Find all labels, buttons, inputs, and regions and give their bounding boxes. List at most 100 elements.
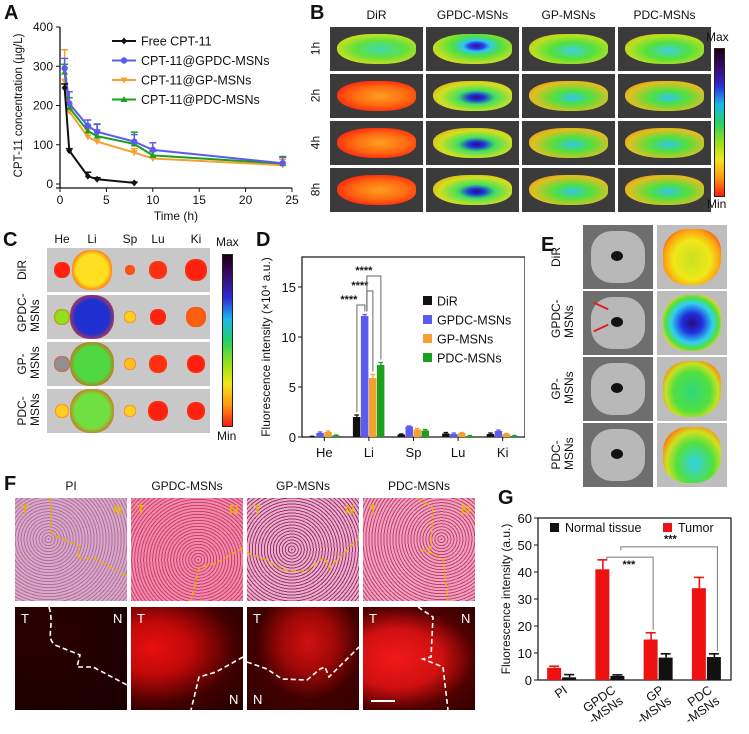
data-point [121, 37, 127, 45]
x-tick-label: PDC-MSNs [683, 683, 722, 727]
chart-g-tumor-fluorescence: 0 10 20 30 40 50 60 Fluorescence intensity (a.u… [499, 511, 732, 727]
row-label: 8h [308, 182, 323, 197]
data-point [131, 179, 138, 187]
significance-label: **** [351, 280, 369, 292]
bar [658, 657, 673, 680]
y-tick-label: 10 [518, 646, 532, 661]
data-point [65, 103, 73, 110]
panel-label-d: D [256, 229, 271, 251]
bar [397, 434, 405, 437]
panel-label-b: B [310, 2, 325, 24]
y-tick-label: 20 [518, 619, 532, 634]
column-header: GP-MSNs [541, 8, 596, 22]
legend-item: DiR [423, 295, 458, 309]
bar [332, 435, 340, 437]
row-label: PDC- MSNs [15, 393, 42, 426]
tumor-boundary [190, 656, 243, 710]
boundary-line [48, 498, 127, 577]
mouse-signal [625, 127, 704, 159]
bar [413, 429, 421, 437]
organ-signal [149, 355, 167, 373]
bar [643, 639, 658, 680]
row-label: 2h [308, 88, 323, 103]
y-tick-label: 15 [282, 280, 296, 295]
colorbar-max-label: Max [216, 235, 239, 249]
normal-label: N [113, 611, 123, 626]
fluorescence-signal [662, 426, 722, 484]
boundary-line [417, 498, 449, 601]
panel-label-e: E [541, 234, 555, 256]
legend-swatch [423, 296, 432, 305]
bar [324, 432, 332, 437]
boundary-line [190, 656, 243, 710]
significance-bracket: **** [355, 265, 382, 360]
data-point [84, 127, 92, 134]
bar [502, 434, 511, 437]
bar [376, 365, 385, 437]
colorbar [714, 48, 725, 197]
boundary-line [417, 607, 449, 710]
legend-label: GP-MSNs [437, 333, 493, 347]
bar [466, 436, 474, 437]
x-tick-label: Lu [451, 445, 465, 460]
tumor-boundary [247, 646, 359, 681]
data-point [93, 132, 101, 139]
x-tick-label: 20 [239, 193, 253, 207]
legend-label: CPT-11@PDC-MSNs [141, 93, 260, 107]
scale-bar [371, 700, 395, 702]
fluorescence-signal [662, 360, 722, 418]
bar [562, 677, 577, 680]
panel-label-g: G [498, 487, 514, 509]
y-tick-label: 0 [46, 177, 53, 191]
liver-fluorescence [657, 225, 727, 289]
series-cpt-11-gpdc-msns [61, 57, 287, 167]
panel-label-a: A [4, 2, 19, 24]
data-point [66, 100, 73, 107]
x-tick-label-line: PI [552, 683, 570, 701]
boundary-line [48, 607, 127, 686]
mouse-signal [433, 174, 512, 206]
organ-signal [54, 262, 70, 278]
tumor-nodule [611, 316, 623, 327]
bar [547, 667, 562, 680]
mouse-image [618, 27, 711, 71]
normal-label: N [229, 692, 239, 707]
mouse-signal [433, 127, 512, 159]
column-header: Li [87, 232, 97, 246]
mouse-signal [337, 33, 416, 65]
mouse-signal [433, 33, 512, 65]
mouse-signal [337, 80, 416, 112]
organ-signal [150, 309, 166, 325]
significance-label: **** [355, 265, 373, 277]
column-header: Sp [122, 232, 138, 246]
column-header: Ki [190, 232, 202, 246]
colorbar-max-label: Max [706, 30, 729, 44]
tumor-nodule [611, 448, 623, 459]
chart-d-organ-fluorescence: 0 5 10 15 Fluorescence intensity (×10⁴ a.u.)… [259, 256, 525, 460]
bracket-line [356, 304, 366, 412]
y-tick-label: 30 [518, 592, 532, 607]
bar [510, 436, 519, 437]
bar [691, 588, 706, 680]
bar [352, 417, 361, 437]
liver-fluorescence [657, 291, 727, 355]
mouse-image [426, 74, 519, 118]
column-header: DiR [366, 8, 387, 22]
bracket-line [620, 546, 718, 651]
organ-signal [186, 307, 206, 327]
mouse-image [522, 121, 615, 165]
tumor-boundary [190, 547, 243, 601]
bar [316, 433, 324, 437]
row-label: GP- MSNs [15, 346, 42, 379]
column-header: GPDC-MSNs [151, 479, 223, 493]
mouse-signal [625, 80, 704, 112]
mouse-image [330, 168, 423, 212]
bar [494, 431, 503, 437]
x-tick-label: He [316, 445, 333, 460]
bracket-line [606, 556, 654, 630]
tumor-boundary [417, 607, 449, 710]
